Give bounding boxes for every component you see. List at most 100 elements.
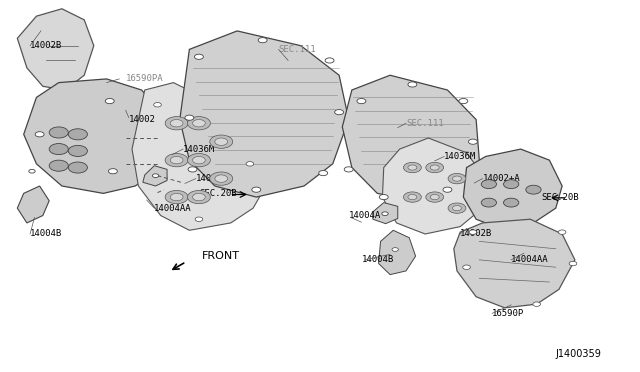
Circle shape	[335, 110, 344, 115]
Circle shape	[215, 175, 228, 182]
Circle shape	[193, 157, 205, 164]
Circle shape	[344, 167, 353, 172]
Circle shape	[452, 206, 461, 211]
Circle shape	[29, 169, 35, 173]
Circle shape	[452, 176, 461, 181]
Circle shape	[170, 157, 183, 164]
Circle shape	[426, 162, 444, 173]
Circle shape	[430, 195, 439, 200]
Circle shape	[170, 119, 183, 127]
Circle shape	[246, 161, 253, 166]
Circle shape	[195, 217, 203, 221]
Circle shape	[319, 170, 328, 176]
Text: 14002B: 14002B	[30, 41, 62, 50]
Circle shape	[448, 203, 466, 213]
Circle shape	[252, 187, 260, 192]
Text: 14036M: 14036M	[444, 152, 477, 161]
Circle shape	[526, 185, 541, 194]
Circle shape	[188, 116, 211, 130]
Circle shape	[188, 190, 211, 204]
Text: 14036M: 14036M	[183, 145, 215, 154]
Circle shape	[468, 139, 477, 144]
Circle shape	[426, 192, 444, 202]
Text: SEC.111: SEC.111	[406, 119, 444, 128]
Circle shape	[165, 116, 188, 130]
Circle shape	[504, 180, 519, 189]
Polygon shape	[143, 166, 167, 186]
Circle shape	[392, 248, 398, 251]
Polygon shape	[383, 138, 486, 234]
Circle shape	[185, 115, 194, 120]
Circle shape	[170, 193, 183, 201]
Circle shape	[504, 198, 519, 207]
Text: 14004AA: 14004AA	[154, 203, 192, 213]
Circle shape	[165, 190, 188, 204]
Text: 14004B: 14004B	[30, 230, 62, 238]
Circle shape	[408, 82, 417, 87]
Text: 14002+A: 14002+A	[483, 174, 520, 183]
Circle shape	[481, 198, 497, 207]
Polygon shape	[454, 219, 575, 308]
Text: 14004B: 14004B	[362, 255, 394, 264]
Polygon shape	[342, 75, 479, 201]
Circle shape	[49, 160, 68, 171]
Circle shape	[35, 132, 44, 137]
Circle shape	[108, 169, 117, 174]
Text: SEC.20B: SEC.20B	[541, 193, 579, 202]
Circle shape	[463, 265, 470, 269]
Text: 14004A: 14004A	[196, 174, 228, 183]
Polygon shape	[373, 203, 397, 224]
Polygon shape	[180, 31, 349, 197]
Circle shape	[469, 230, 477, 234]
Polygon shape	[17, 186, 49, 223]
Polygon shape	[24, 79, 170, 193]
Text: 14002B: 14002B	[460, 230, 492, 238]
Text: 16590P: 16590P	[492, 309, 524, 318]
Circle shape	[448, 173, 466, 184]
Circle shape	[481, 180, 497, 189]
Polygon shape	[132, 83, 266, 230]
Circle shape	[215, 138, 228, 145]
Circle shape	[105, 99, 114, 104]
Circle shape	[49, 127, 68, 138]
Circle shape	[154, 103, 161, 107]
Circle shape	[68, 162, 88, 173]
Circle shape	[68, 145, 88, 157]
Circle shape	[68, 129, 88, 140]
Circle shape	[382, 212, 388, 215]
Circle shape	[188, 154, 211, 167]
Circle shape	[49, 144, 68, 155]
Circle shape	[210, 172, 233, 185]
Polygon shape	[17, 9, 94, 90]
Text: FRONT: FRONT	[202, 251, 240, 261]
Text: 14004A: 14004A	[349, 211, 381, 220]
Circle shape	[533, 302, 540, 307]
Circle shape	[459, 99, 468, 104]
Circle shape	[408, 165, 417, 170]
Circle shape	[403, 162, 421, 173]
Circle shape	[258, 38, 267, 43]
Text: 14002: 14002	[129, 115, 156, 124]
Circle shape	[195, 54, 204, 60]
Circle shape	[408, 195, 417, 200]
Circle shape	[558, 230, 566, 234]
Circle shape	[403, 192, 421, 202]
Text: SEC.20B: SEC.20B	[199, 189, 237, 198]
Circle shape	[188, 167, 197, 172]
Circle shape	[569, 261, 577, 266]
Circle shape	[193, 193, 205, 201]
Circle shape	[193, 119, 205, 127]
Polygon shape	[379, 230, 415, 275]
Polygon shape	[463, 149, 562, 230]
Text: 14004AA: 14004AA	[511, 255, 548, 264]
Circle shape	[430, 165, 439, 170]
Circle shape	[380, 195, 388, 200]
Text: 16590PA: 16590PA	[125, 74, 163, 83]
Circle shape	[443, 187, 452, 192]
Circle shape	[357, 99, 366, 104]
Circle shape	[165, 154, 188, 167]
Circle shape	[325, 58, 334, 63]
Circle shape	[210, 135, 233, 148]
Text: SEC.111: SEC.111	[278, 45, 316, 54]
Text: J1400359: J1400359	[556, 349, 602, 359]
